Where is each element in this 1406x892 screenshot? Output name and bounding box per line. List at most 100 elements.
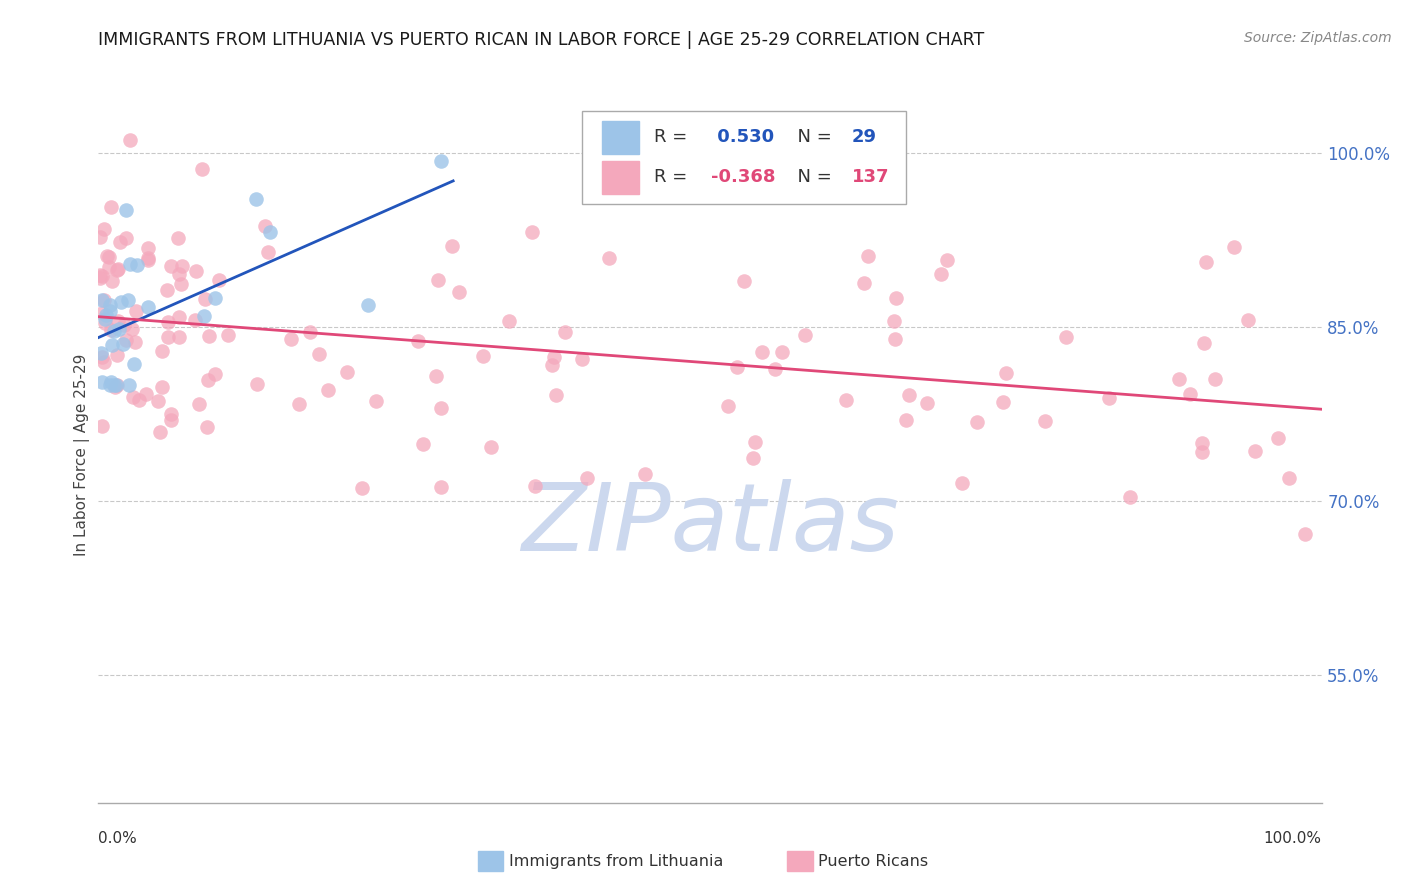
Point (744, 435, 766, 450)
Point (194, 293, 217, 307)
Point (101, 274, 124, 288)
Point (1278, 471, 1301, 485)
Point (98, 378, 121, 392)
Point (156, 315, 179, 329)
Point (94, 312, 117, 326)
Text: -0.368: -0.368 (711, 169, 776, 186)
Point (159, 259, 181, 273)
Point (425, 369, 447, 384)
Point (167, 231, 190, 245)
Point (733, 273, 755, 287)
Point (299, 326, 322, 340)
Point (97, 260, 120, 274)
Point (426, 273, 449, 287)
Point (751, 345, 773, 359)
Point (89, 229, 111, 244)
Point (156, 283, 179, 297)
Point (544, 388, 567, 402)
Point (1191, 445, 1213, 459)
Point (124, 334, 146, 349)
Point (170, 259, 193, 273)
Point (479, 440, 502, 454)
Text: Puerto Ricans: Puerto Ricans (818, 855, 928, 869)
Point (204, 367, 226, 381)
Text: 100.0%: 100.0% (1264, 830, 1322, 846)
Point (111, 336, 134, 351)
Point (108, 235, 131, 249)
Point (498, 313, 520, 327)
Point (100, 200, 122, 214)
Point (522, 225, 544, 239)
Point (112, 318, 135, 332)
Text: 137: 137 (852, 169, 890, 186)
Point (118, 133, 141, 147)
Point (184, 313, 207, 327)
Point (598, 251, 620, 265)
Point (1294, 526, 1316, 541)
Point (117, 378, 139, 392)
Point (884, 332, 907, 346)
Point (104, 380, 127, 394)
Point (1168, 372, 1191, 386)
Point (288, 397, 311, 411)
Point (936, 252, 959, 267)
Point (136, 252, 159, 267)
Point (91, 350, 114, 364)
Y-axis label: In Labor Force | Age 25-29: In Labor Force | Age 25-29 (75, 354, 90, 556)
Point (157, 330, 180, 344)
Point (118, 257, 141, 271)
Point (90, 418, 112, 433)
Point (184, 263, 207, 277)
Point (104, 378, 127, 392)
Point (853, 276, 876, 290)
Point (103, 378, 125, 392)
Point (412, 436, 434, 450)
Point (187, 397, 209, 411)
Point (717, 399, 740, 413)
Point (430, 401, 453, 416)
Point (429, 480, 451, 494)
Point (1054, 330, 1077, 344)
Point (91, 306, 114, 320)
Point (208, 273, 231, 287)
Point (93, 354, 115, 368)
Point (117, 293, 139, 307)
Point (128, 392, 150, 407)
Point (633, 467, 655, 481)
Point (835, 393, 858, 408)
Point (148, 393, 170, 408)
Point (105, 348, 128, 362)
Point (114, 231, 136, 245)
Point (217, 328, 239, 343)
Text: 0.0%: 0.0% (98, 830, 138, 846)
Point (110, 294, 132, 309)
Point (336, 365, 359, 379)
Text: 0.530: 0.530 (711, 128, 775, 146)
Text: IMMIGRANTS FROM LITHUANIA VS PUERTO RICAN IN LABOR FORCE | AGE 25-29 CORRELATION: IMMIGRANTS FROM LITHUANIA VS PUERTO RICA… (98, 31, 984, 49)
Point (1267, 431, 1289, 445)
Point (114, 333, 136, 347)
Point (915, 396, 938, 410)
Point (101, 338, 124, 352)
Text: 29: 29 (852, 128, 877, 146)
Point (898, 388, 921, 402)
Point (105, 262, 128, 277)
Point (994, 366, 1017, 380)
Point (770, 345, 793, 359)
Point (575, 471, 598, 485)
Point (96, 249, 118, 263)
Point (352, 481, 374, 495)
Point (472, 349, 495, 363)
Point (105, 377, 128, 392)
Point (884, 291, 907, 305)
Point (100, 323, 122, 337)
Point (89, 270, 111, 285)
Point (197, 373, 219, 387)
Point (198, 328, 221, 343)
Point (1192, 335, 1215, 350)
Point (108, 322, 131, 336)
Bar (602, 161, 640, 194)
Point (121, 322, 143, 336)
Point (894, 413, 917, 427)
Point (554, 326, 576, 340)
